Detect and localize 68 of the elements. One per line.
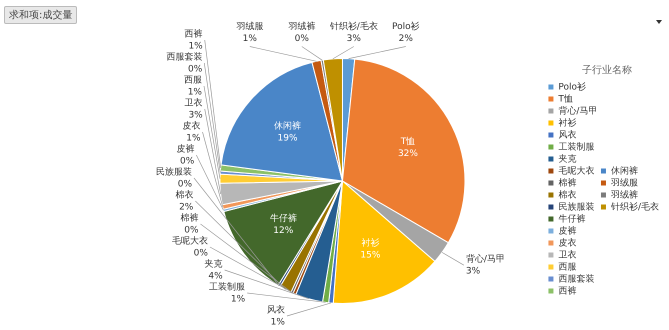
legend-label: 皮衣	[558, 237, 576, 248]
legend-label: 牛仔裤	[558, 213, 586, 224]
data-label: 0%	[184, 225, 199, 236]
slice-label: 皮衣	[182, 120, 201, 132]
slice-label: 棉裤	[180, 212, 199, 224]
legend-label: 西裤	[558, 285, 576, 296]
slice-label: T恤	[400, 136, 416, 147]
text: 求和项:成交量	[4, 6, 78, 24]
data-label: 3%	[466, 266, 481, 277]
slice-label: 棉衣	[175, 189, 194, 200]
slice-label: 羽绒服	[236, 20, 264, 32]
legend-label: 卫衣	[558, 249, 576, 260]
data-label: 2%	[398, 34, 414, 44]
legend-label: T恤	[557, 93, 573, 104]
legend-label: 西服	[558, 262, 576, 272]
legend-label: 羽绒裤	[610, 189, 638, 200]
slice-label: 卫衣	[184, 97, 203, 108]
data-label: 0%	[188, 64, 203, 74]
data-label: 1%	[186, 133, 201, 144]
slice-label: 风衣	[266, 304, 285, 316]
legend-label: 羽绒服	[610, 177, 638, 188]
legend-label: 休闲裤	[610, 165, 638, 176]
slice-label: 衬衫	[361, 237, 380, 248]
legend-label: 棉裤	[558, 177, 576, 188]
data-label: 12%	[273, 226, 294, 236]
legend-label: 棉衣	[558, 189, 576, 200]
data-label: 3%	[346, 34, 362, 44]
data-label: 3%	[188, 110, 204, 120]
slice-label: 针织衫/毛衣	[328, 20, 378, 32]
data-label: 32%	[398, 148, 418, 159]
legend-label: 民族服装	[558, 201, 594, 212]
data-label: 4%	[208, 271, 224, 282]
slice-label: 牛仔裤	[270, 212, 297, 224]
slice-label: 羽绒裤	[288, 20, 316, 32]
data-label: 19%	[277, 134, 298, 144]
data-label: 0%	[180, 156, 195, 166]
slice-label: 西服	[184, 75, 202, 86]
data-label: 2%	[179, 202, 194, 212]
data-label: 15%	[360, 250, 381, 260]
legend-label: Polo衫	[558, 81, 586, 92]
legend-label: 衬衫	[558, 117, 576, 128]
slice-label: 西裤	[184, 28, 203, 40]
slice-label: 夹克	[204, 258, 223, 270]
slice-label: 民族服装	[156, 166, 192, 178]
legend-label: 夹克	[558, 153, 576, 164]
data-label: 1%	[188, 87, 202, 98]
data-label: 1%	[270, 317, 286, 328]
legend-label: 针织衫/毛衣	[610, 201, 660, 212]
legend-label: 工装制服	[558, 141, 594, 152]
data-label: 0%	[294, 34, 310, 44]
data-label: 1%	[188, 41, 204, 52]
slice-label: 工装制服	[209, 281, 246, 292]
slice-label: 西服套装	[166, 51, 202, 62]
data-label: 0%	[194, 248, 208, 258]
legend-label: 风衣	[558, 129, 576, 140]
data-label: 0%	[178, 179, 192, 190]
legend-label: 西服套装	[558, 273, 594, 284]
legend-label: 皮裤	[558, 225, 576, 236]
data-label: 1%	[242, 34, 258, 44]
slice-label: 休闲裤	[274, 120, 301, 132]
data-label: 1%	[230, 294, 246, 304]
slice-label: 皮裤	[176, 143, 194, 154]
legend-title: 子行业名称	[582, 64, 632, 76]
slice-label: 背心/马甲	[466, 254, 505, 265]
legend-label: 背心/马甲	[558, 105, 598, 116]
slice-label: Polo衫	[392, 20, 420, 32]
legend-label: 毛呢大衣	[558, 165, 594, 176]
slice-label: 毛呢大衣	[172, 235, 208, 246]
